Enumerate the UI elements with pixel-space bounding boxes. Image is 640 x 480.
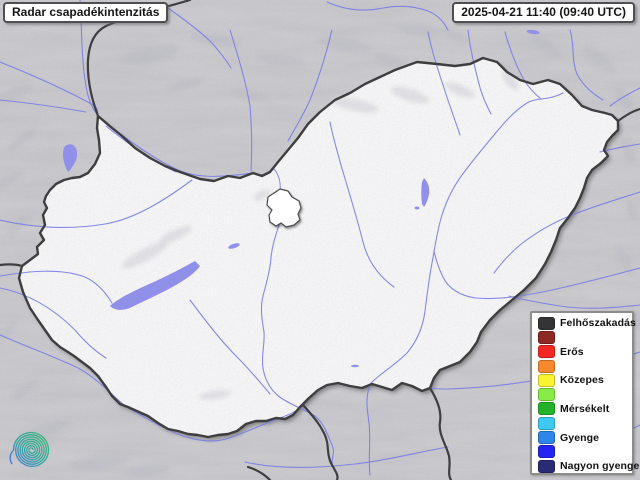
- legend-item-label: Felhőszakadás: [560, 317, 636, 330]
- page-title: Radar csapadékintenzitás: [3, 2, 169, 23]
- country-border-hungary: [17, 56, 620, 439]
- lake-tisza: [421, 178, 430, 207]
- legend-item: [538, 359, 632, 373]
- legend-color-swatch: [538, 416, 555, 430]
- legend-color-swatch: [538, 345, 555, 359]
- precipitation-legend: Felhőszakadás Erős Közepes Mérsékelt: [530, 311, 639, 475]
- legend-item: Erős: [538, 345, 632, 359]
- legend-item: [538, 387, 632, 402]
- lakes: [63, 29, 540, 368]
- legend-item: Nagyon gyenge: [538, 459, 639, 473]
- legend-item: [538, 416, 632, 430]
- budapest-city-outline: [266, 188, 302, 228]
- legend-color-swatch: [538, 373, 555, 387]
- legend-color-swatch: [538, 330, 555, 344]
- legend-item-label: Nagyon gyenge: [560, 460, 640, 473]
- legend-item-label: Mérsékelt: [560, 402, 610, 415]
- legend-item: Gyenge: [538, 430, 632, 445]
- legend-item: Felhőszakadás: [538, 316, 636, 330]
- lake-velence: [228, 243, 240, 249]
- legend-color-swatch: [538, 316, 555, 330]
- lake-balaton: [110, 261, 200, 310]
- timestamp: 2025-04-21 11:40 (09:40 UTC): [452, 2, 635, 23]
- legend-item-label: Közepes: [560, 374, 604, 387]
- legend-color-swatch: [538, 445, 555, 459]
- legend-item-label: Gyenge: [560, 431, 600, 444]
- legend-item: [538, 445, 632, 459]
- legend-item-label: Erős: [560, 345, 584, 358]
- legend-color-swatch: [538, 388, 555, 402]
- legend-item: [538, 330, 632, 344]
- legend-item: Közepes: [538, 373, 632, 387]
- lake-ferto: [63, 144, 78, 172]
- legend-color-swatch: [538, 431, 555, 445]
- legend-color-swatch: [538, 402, 555, 416]
- legend-color-swatch: [538, 359, 555, 373]
- legend-color-swatch: [538, 459, 555, 473]
- spiral-logo-icon: [9, 431, 50, 468]
- legend-item: Mérsékelt: [538, 402, 632, 416]
